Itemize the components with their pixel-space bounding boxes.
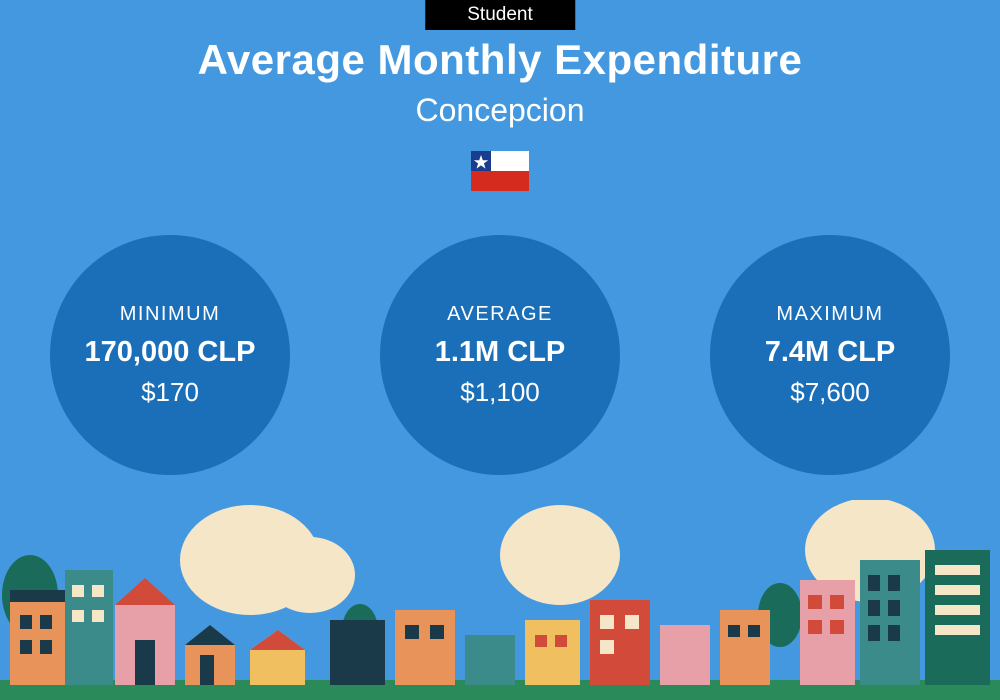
cityscape-illustration bbox=[0, 500, 1000, 700]
stat-usd: $7,600 bbox=[790, 377, 870, 408]
stat-value: 170,000 CLP bbox=[85, 336, 256, 369]
page-title: Average Monthly Expenditure bbox=[0, 36, 1000, 84]
stat-label: AVERAGE bbox=[447, 303, 553, 326]
stat-label: MAXIMUM bbox=[776, 303, 883, 326]
stat-usd: $170 bbox=[141, 377, 199, 408]
stat-label: MINIMUM bbox=[120, 303, 220, 326]
stat-usd: $1,100 bbox=[460, 377, 540, 408]
stat-value: 1.1M CLP bbox=[435, 336, 566, 369]
city-name: Concepcion bbox=[0, 92, 1000, 129]
stat-value: 7.4M CLP bbox=[765, 336, 896, 369]
stat-circle-minimum: MINIMUM 170,000 CLP $170 bbox=[50, 235, 290, 475]
stat-circle-average: AVERAGE 1.1M CLP $1,100 bbox=[380, 235, 620, 475]
stats-row: MINIMUM 170,000 CLP $170 AVERAGE 1.1M CL… bbox=[0, 235, 1000, 475]
chile-flag-icon bbox=[471, 151, 529, 191]
category-badge: Student bbox=[425, 0, 575, 30]
stat-circle-maximum: MAXIMUM 7.4M CLP $7,600 bbox=[710, 235, 950, 475]
